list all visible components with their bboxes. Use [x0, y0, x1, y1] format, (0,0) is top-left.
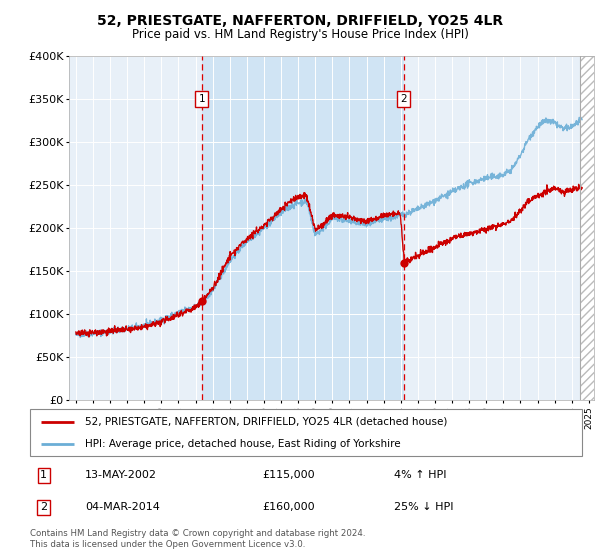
Text: 1: 1 [40, 470, 47, 480]
Text: 1: 1 [199, 94, 205, 104]
Text: HPI: Average price, detached house, East Riding of Yorkshire: HPI: Average price, detached house, East… [85, 438, 401, 449]
Text: Contains HM Land Registry data © Crown copyright and database right 2024.
This d: Contains HM Land Registry data © Crown c… [30, 529, 365, 549]
Text: 2: 2 [40, 502, 47, 512]
Text: 4% ↑ HPI: 4% ↑ HPI [394, 470, 447, 480]
Text: Price paid vs. HM Land Registry's House Price Index (HPI): Price paid vs. HM Land Registry's House … [131, 28, 469, 41]
Text: 25% ↓ HPI: 25% ↓ HPI [394, 502, 454, 512]
Bar [202, 56, 404, 400]
Text: £160,000: £160,000 [262, 502, 314, 512]
Text: 2: 2 [400, 94, 407, 104]
Text: 04-MAR-2014: 04-MAR-2014 [85, 502, 160, 512]
Text: £115,000: £115,000 [262, 470, 314, 480]
Bar [580, 56, 594, 400]
Bar [580, 56, 594, 400]
FancyBboxPatch shape [30, 409, 582, 456]
Text: 52, PRIESTGATE, NAFFERTON, DRIFFIELD, YO25 4LR: 52, PRIESTGATE, NAFFERTON, DRIFFIELD, YO… [97, 14, 503, 28]
Text: 13-MAY-2002: 13-MAY-2002 [85, 470, 157, 480]
Text: 52, PRIESTGATE, NAFFERTON, DRIFFIELD, YO25 4LR (detached house): 52, PRIESTGATE, NAFFERTON, DRIFFIELD, YO… [85, 417, 448, 427]
